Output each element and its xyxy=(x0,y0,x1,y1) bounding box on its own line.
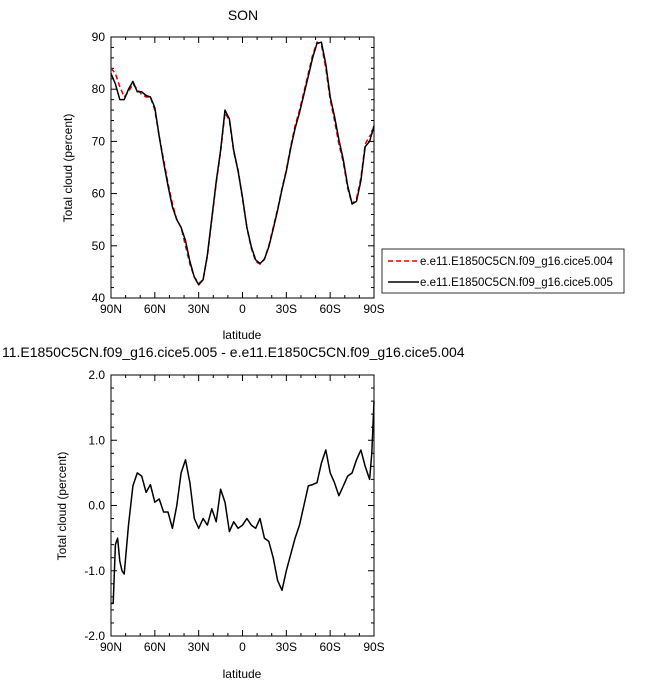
bottom-xtick-label: 30N xyxy=(188,640,210,654)
bottom-series-line-0 xyxy=(111,401,375,605)
top-xtick-label: 90N xyxy=(100,302,122,316)
bottom-chart-ylabel: Total cloud (percent) xyxy=(55,452,69,561)
legend-label-005: e.e11.E1850C5CN.f09_g16.cice5.005 xyxy=(420,277,613,289)
bottom-ytick-label: 2.0 xyxy=(88,368,105,382)
bottom-chart-title: 11.E1850C5CN.f09_g16.cice5.005 - e.e11.E… xyxy=(2,344,465,360)
top-chart-ylabel: Total cloud (percent) xyxy=(61,114,75,223)
top-series-line-1 xyxy=(110,41,375,286)
top-ytick-label: 80 xyxy=(92,82,106,96)
bottom-plot-frame xyxy=(110,374,375,637)
bottom-chart-xlabel: latitude xyxy=(223,667,262,681)
bottom-xtick-label: 0 xyxy=(239,640,246,654)
bottom-chart: 90N 60N 30N 0 30S 60S 90S -2.0 -1.0 0.0 1.0 2.0 xyxy=(84,368,384,654)
top-chart-xlabel: latitude xyxy=(223,328,262,342)
top-ytick-label: 70 xyxy=(92,134,106,148)
top-ytick-label: 40 xyxy=(92,291,106,305)
top-ytick-label: 60 xyxy=(92,187,106,201)
bottom-ytick-label: -2.0 xyxy=(84,629,105,643)
top-xtick-label: 30N xyxy=(188,302,210,316)
bottom-xtick-label: 60N xyxy=(144,640,166,654)
bottom-ytick-label: 0.0 xyxy=(88,499,105,513)
bottom-ytick-label: 1.0 xyxy=(88,433,105,447)
bottom-xtick-label: 30S xyxy=(276,640,297,654)
top-series-line-0 xyxy=(110,41,375,285)
bottom-xtick-label: 60S xyxy=(319,640,340,654)
top-xtick-label: 60S xyxy=(319,302,340,316)
top-xtick-label: 0 xyxy=(239,302,246,316)
bottom-xtick-label: 90S xyxy=(363,640,384,654)
top-ytick-label: 90 xyxy=(92,30,106,44)
top-chart-title: SON xyxy=(228,7,258,23)
bottom-xtick-label: 90N xyxy=(100,640,122,654)
top-ytick-label: 50 xyxy=(92,239,106,253)
top-plot-frame xyxy=(110,36,375,299)
bottom-ytick-label: -1.0 xyxy=(84,564,105,578)
legend: e.e11.E1850C5CN.f09_g16.cice5.004 e.e11.… xyxy=(381,248,625,294)
legend-box xyxy=(381,248,625,294)
legend-label-004: e.e11.E1850C5CN.f09_g16.cice5.004 xyxy=(420,256,613,268)
top-chart: 90N 60N 30N 0 30S 60S 90S 40 50 60 70 80 90 xyxy=(92,30,385,316)
top-xtick-label: 90S xyxy=(363,302,384,316)
top-xtick-label: 30S xyxy=(276,302,297,316)
top-xtick-label: 60N xyxy=(144,302,166,316)
